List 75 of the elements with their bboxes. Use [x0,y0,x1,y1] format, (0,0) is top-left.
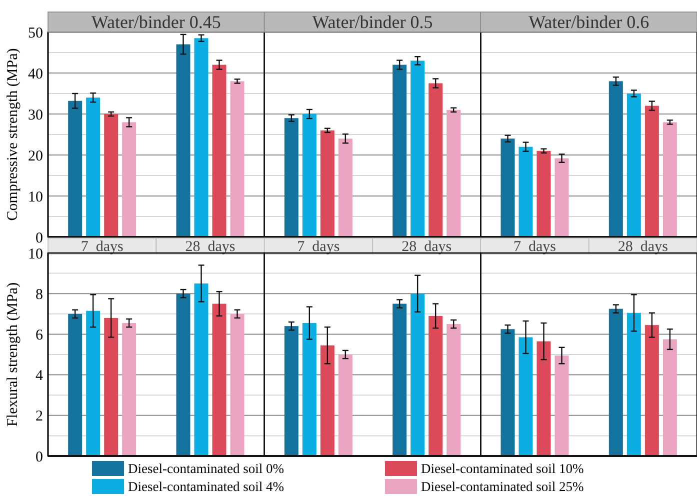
y-tick-label: 6 [36,327,44,344]
x-tick-label: 7 days [80,239,124,255]
bar [122,122,136,237]
legend-label: Diesel-contaminated soil 4% [128,479,284,494]
bar [518,146,533,237]
y-tick-label: 0 [36,449,43,466]
bar [428,83,443,237]
y-tick-label: 10 [28,189,43,206]
bar [284,118,298,237]
bar [662,339,677,456]
bar [608,308,623,456]
bar [68,100,82,237]
bar [626,94,641,237]
x-tick-label: 7 days [297,239,340,255]
bar [302,114,316,237]
bar [644,106,659,237]
bar [320,345,334,456]
legend-label: Diesel-contaminated soil 0% [128,461,284,476]
y-tick-label: 10 [28,246,43,262]
bar [500,329,515,456]
bar [176,44,190,237]
bar [86,310,100,456]
bar [554,158,569,237]
bar [392,64,407,237]
bar [518,337,533,456]
x-tick-label: 28 days [618,239,668,255]
bar [608,81,623,237]
bar [86,98,100,237]
bar [626,312,641,456]
y-axis-title: Flexural strength (MPa) [5,282,21,427]
bar [338,138,352,237]
text: Water/binder 0.5 [312,12,433,32]
bar [104,114,118,237]
x-tick-label: 28 days [402,239,452,255]
y-tick-label: 40 [28,66,43,82]
bar [428,316,443,456]
y-tick-label: 20 [28,148,43,164]
bar [320,130,334,237]
bar [554,356,569,456]
bar [230,314,244,456]
y-tick-label: 4 [36,368,44,384]
bar [194,38,208,237]
bar [500,138,515,237]
x-tick-label: 7 days [514,239,556,255]
y-tick-label: 8 [36,286,43,303]
y-tick-label: 30 [28,107,43,124]
bar [104,318,118,456]
bar [338,354,352,456]
text: Water/binder 0.6 [528,12,650,32]
y-axis-title: Compressive strength (MPa) [5,48,21,221]
bar [212,64,226,237]
y-tick-label: 2 [36,408,43,425]
bar [212,304,226,456]
bar [122,323,136,456]
text: Water/binder 0.45 [91,12,221,32]
legend-label: Diesel-contaminated soil 10% [421,461,584,476]
bar [302,323,316,456]
bar [662,122,677,237]
y-tick-label: 0 [36,230,43,246]
x-tick-label: 28 days [185,239,236,255]
bar [284,326,298,456]
bar [536,150,551,237]
bar [446,110,461,237]
bar [410,60,425,237]
y-tick-label: 50 [28,25,43,42]
bar [446,324,461,456]
bar [68,314,82,456]
bar [410,294,425,456]
bar [176,294,190,456]
bar [392,304,407,456]
bar [230,81,244,237]
bar [194,283,208,456]
bar [536,341,551,456]
bar [644,325,659,456]
legend-label: Diesel-contaminated soil 25% [421,479,584,494]
